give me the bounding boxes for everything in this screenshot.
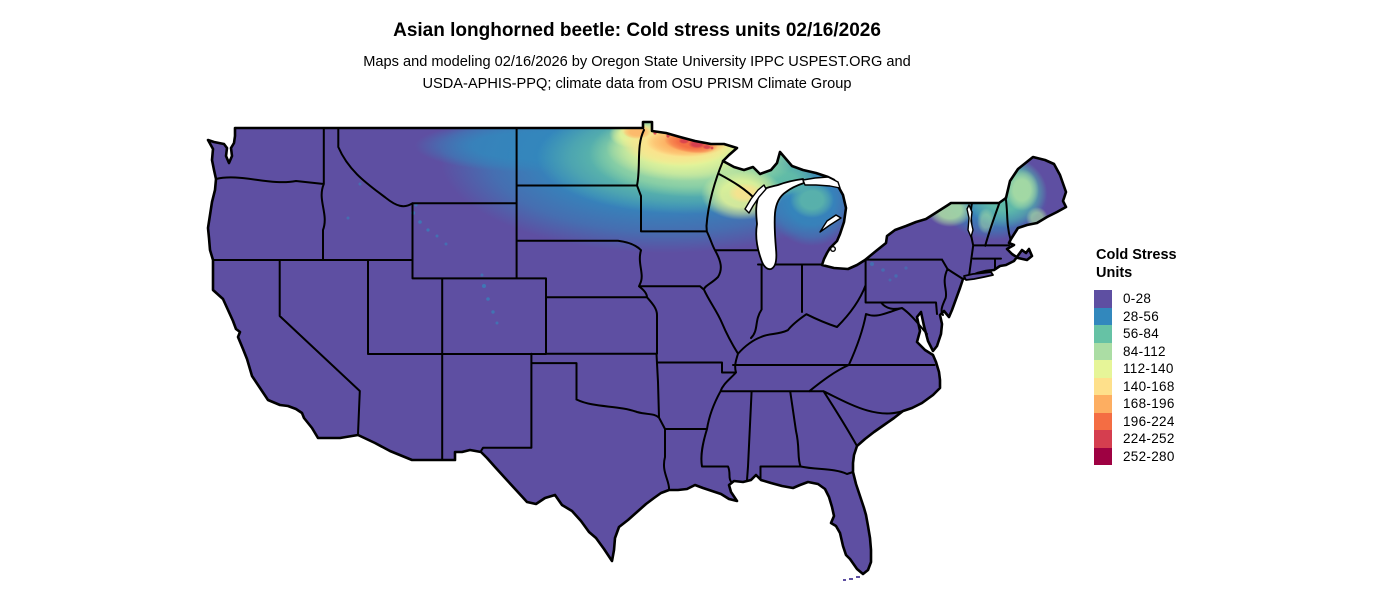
legend-swatch: [1094, 412, 1112, 430]
legend-item: 140-168: [1094, 377, 1177, 395]
cold-speck-pennsylvania: [881, 268, 885, 272]
red-speck: [666, 134, 670, 138]
legend-swatch: [1094, 325, 1112, 343]
cold-speck: [486, 297, 490, 301]
legend-item: 84-112: [1094, 342, 1177, 360]
legend-label: 140-168: [1123, 378, 1175, 394]
subtitle-line-2: USDA-APHIS-PPQ; climate data from OSU PR…: [422, 76, 852, 92]
state-borders: [212, 127, 1012, 491]
map-header: Asian longhorned beetle: Cold stress uni…: [0, 0, 1274, 95]
legend-swatch: [1094, 342, 1112, 360]
legend-label: 28-56: [1123, 308, 1160, 324]
green-maine: [1005, 169, 1039, 211]
legend-label: 224-252: [1123, 431, 1175, 446]
legend-label: 112-140: [1123, 361, 1174, 376]
page-title: Asian longhorned beetle: Cold stress uni…: [393, 20, 881, 41]
lake-champlain: [966, 204, 974, 238]
cold-speck: [426, 228, 430, 232]
cold-speck: [495, 321, 499, 325]
legend: Cold Stress Units 0-28 28-56 56-84 84-112 11…: [1094, 246, 1177, 465]
legend-item: 56-84: [1094, 325, 1177, 343]
legend-title-line-2: Units: [1096, 265, 1133, 281]
florida-keys: [849, 578, 853, 580]
legend-title: Cold Stress Units: [1096, 246, 1177, 282]
legend-label: 0-28: [1123, 291, 1152, 306]
cold-speck-pennsylvania: [894, 274, 898, 278]
us-map: [206, 120, 1068, 581]
legend-title-line-1: Cold Stress: [1096, 247, 1177, 263]
cold-speck: [435, 234, 439, 238]
cold-speck-pennsylvania: [870, 262, 874, 266]
saginaw-bay: [819, 214, 842, 233]
lake-michigan: [755, 178, 805, 271]
legend-item: 168-196: [1094, 395, 1177, 413]
cold-speck: [491, 310, 495, 314]
legend-label: 252-280: [1123, 448, 1175, 464]
legend-item: 0-28: [1094, 290, 1177, 308]
red-speck: [702, 144, 712, 150]
cold-speck: [480, 273, 484, 277]
straits-of-mackinac: [802, 176, 841, 189]
legend-items: 0-28 28-56 56-84 84-112 112-140 140-168 168-19…: [1094, 290, 1177, 465]
florida-keys: [856, 576, 860, 578]
long-island: [963, 271, 994, 281]
legend-swatch: [1094, 307, 1112, 325]
legend-swatch: [1094, 395, 1112, 413]
legend-swatch: [1094, 377, 1112, 395]
legend-item: 252-280: [1094, 447, 1177, 465]
legend-swatch: [1094, 430, 1112, 448]
cold-speck: [358, 182, 362, 186]
lake-st-clair: [830, 245, 837, 252]
legend-swatch: [1094, 290, 1112, 308]
green-bay: [744, 184, 767, 214]
subtitle-line-1: Maps and modeling 02/16/2026 by Oregon S…: [363, 54, 911, 70]
cold-speck-pennsylvania: [904, 266, 908, 270]
red-speck: [710, 146, 714, 150]
cold-speck: [346, 216, 350, 220]
cold-speck: [414, 203, 418, 207]
legend-swatch: [1094, 447, 1112, 465]
map-subtitle: Maps and modeling 02/16/2026 by Oregon S…: [0, 51, 1274, 95]
green-adirondacks: [927, 193, 973, 227]
legend-item: 28-56: [1094, 307, 1177, 325]
legend-swatch: [1094, 360, 1112, 378]
florida-keys: [843, 579, 846, 581]
legend-label: 56-84: [1123, 326, 1160, 341]
legend-label: 196-224: [1123, 413, 1175, 429]
cold-speck: [418, 220, 422, 224]
legend-item: 196-224: [1094, 412, 1177, 430]
teal-lower-michigan: [790, 182, 834, 218]
cold-speck: [444, 242, 448, 246]
cold-speck-pennsylvania: [888, 278, 892, 282]
cold-speck: [482, 284, 486, 288]
legend-label: 84-112: [1123, 343, 1166, 359]
map-figure: [200, 118, 1070, 590]
legend-item: 112-140: [1094, 360, 1177, 378]
legend-item: 224-252: [1094, 430, 1177, 448]
legend-label: 168-196: [1123, 396, 1175, 411]
